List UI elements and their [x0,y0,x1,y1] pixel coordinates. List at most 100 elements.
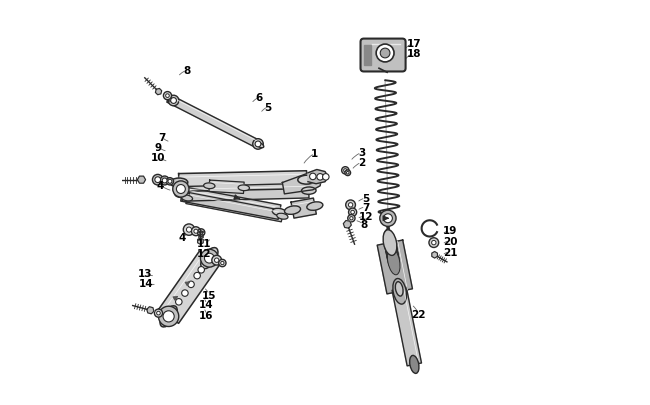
Circle shape [200,231,203,234]
Polygon shape [179,171,307,192]
FancyBboxPatch shape [361,40,406,72]
Polygon shape [377,241,413,294]
Circle shape [348,203,353,207]
Text: 14: 14 [199,300,214,309]
Circle shape [176,299,182,305]
Circle shape [157,311,161,315]
Text: 21: 21 [443,247,458,257]
Ellipse shape [307,202,323,211]
Text: 11: 11 [197,239,211,249]
Ellipse shape [298,176,316,185]
Circle shape [214,258,219,263]
Circle shape [162,179,167,183]
Ellipse shape [387,246,400,273]
Circle shape [168,180,172,184]
Ellipse shape [386,243,399,270]
Ellipse shape [203,183,215,189]
Ellipse shape [385,238,398,264]
Ellipse shape [277,214,288,220]
Circle shape [380,49,390,59]
Ellipse shape [383,230,396,256]
Polygon shape [392,288,421,366]
Text: 1: 1 [311,149,318,159]
Circle shape [342,167,349,175]
Text: 6: 6 [255,93,263,103]
Text: 5: 5 [265,102,272,112]
Polygon shape [155,89,162,96]
Ellipse shape [272,209,287,216]
Circle shape [155,177,161,183]
Circle shape [198,229,205,237]
Circle shape [432,241,436,245]
Circle shape [200,249,218,267]
Circle shape [155,309,162,318]
Circle shape [194,230,198,234]
Polygon shape [167,96,262,149]
Polygon shape [364,46,371,66]
Text: 16: 16 [199,310,214,320]
Text: 7: 7 [158,133,166,143]
Polygon shape [209,181,244,194]
Ellipse shape [201,248,218,269]
Circle shape [173,181,189,198]
Circle shape [350,217,353,220]
Ellipse shape [393,279,406,305]
Text: 12: 12 [358,212,373,222]
Circle shape [205,254,214,263]
Text: 19: 19 [443,226,457,236]
Text: 13: 13 [138,269,153,278]
Polygon shape [147,307,154,314]
Text: 20: 20 [443,236,458,246]
Polygon shape [282,174,321,194]
Text: 7: 7 [362,202,369,212]
Text: 3: 3 [358,148,365,158]
Circle shape [344,169,347,173]
Polygon shape [137,177,146,184]
Text: 18: 18 [407,49,422,58]
Text: 5: 5 [362,194,369,203]
Circle shape [176,185,185,194]
Circle shape [153,175,163,185]
Circle shape [253,139,263,150]
Ellipse shape [385,235,397,262]
Ellipse shape [175,191,189,198]
Polygon shape [182,184,309,202]
Ellipse shape [387,248,400,275]
Ellipse shape [175,191,189,198]
Circle shape [322,174,329,181]
Text: 8: 8 [183,66,190,76]
Circle shape [346,172,349,175]
Ellipse shape [170,179,188,188]
Polygon shape [198,238,203,245]
Text: 15: 15 [202,290,216,300]
Circle shape [187,228,192,232]
Circle shape [163,311,174,322]
Circle shape [171,98,176,104]
Circle shape [183,224,194,236]
Ellipse shape [410,356,419,373]
Polygon shape [343,221,352,228]
Circle shape [159,307,179,327]
Circle shape [166,95,169,98]
Ellipse shape [165,97,172,102]
Circle shape [309,174,316,180]
Circle shape [218,260,226,267]
Text: 4: 4 [157,181,164,190]
Circle shape [380,211,396,227]
Text: 14: 14 [139,279,153,288]
Circle shape [166,178,174,185]
Polygon shape [291,198,317,219]
Ellipse shape [256,143,264,148]
Text: 22: 22 [411,309,426,319]
Ellipse shape [384,230,396,256]
Circle shape [351,211,354,215]
Ellipse shape [181,196,192,201]
Text: 4: 4 [178,232,186,242]
Ellipse shape [386,240,398,267]
Text: 8: 8 [360,220,367,230]
Circle shape [346,200,356,210]
Ellipse shape [302,188,316,195]
Circle shape [348,215,355,222]
Text: 12: 12 [197,248,211,258]
Circle shape [348,209,357,217]
